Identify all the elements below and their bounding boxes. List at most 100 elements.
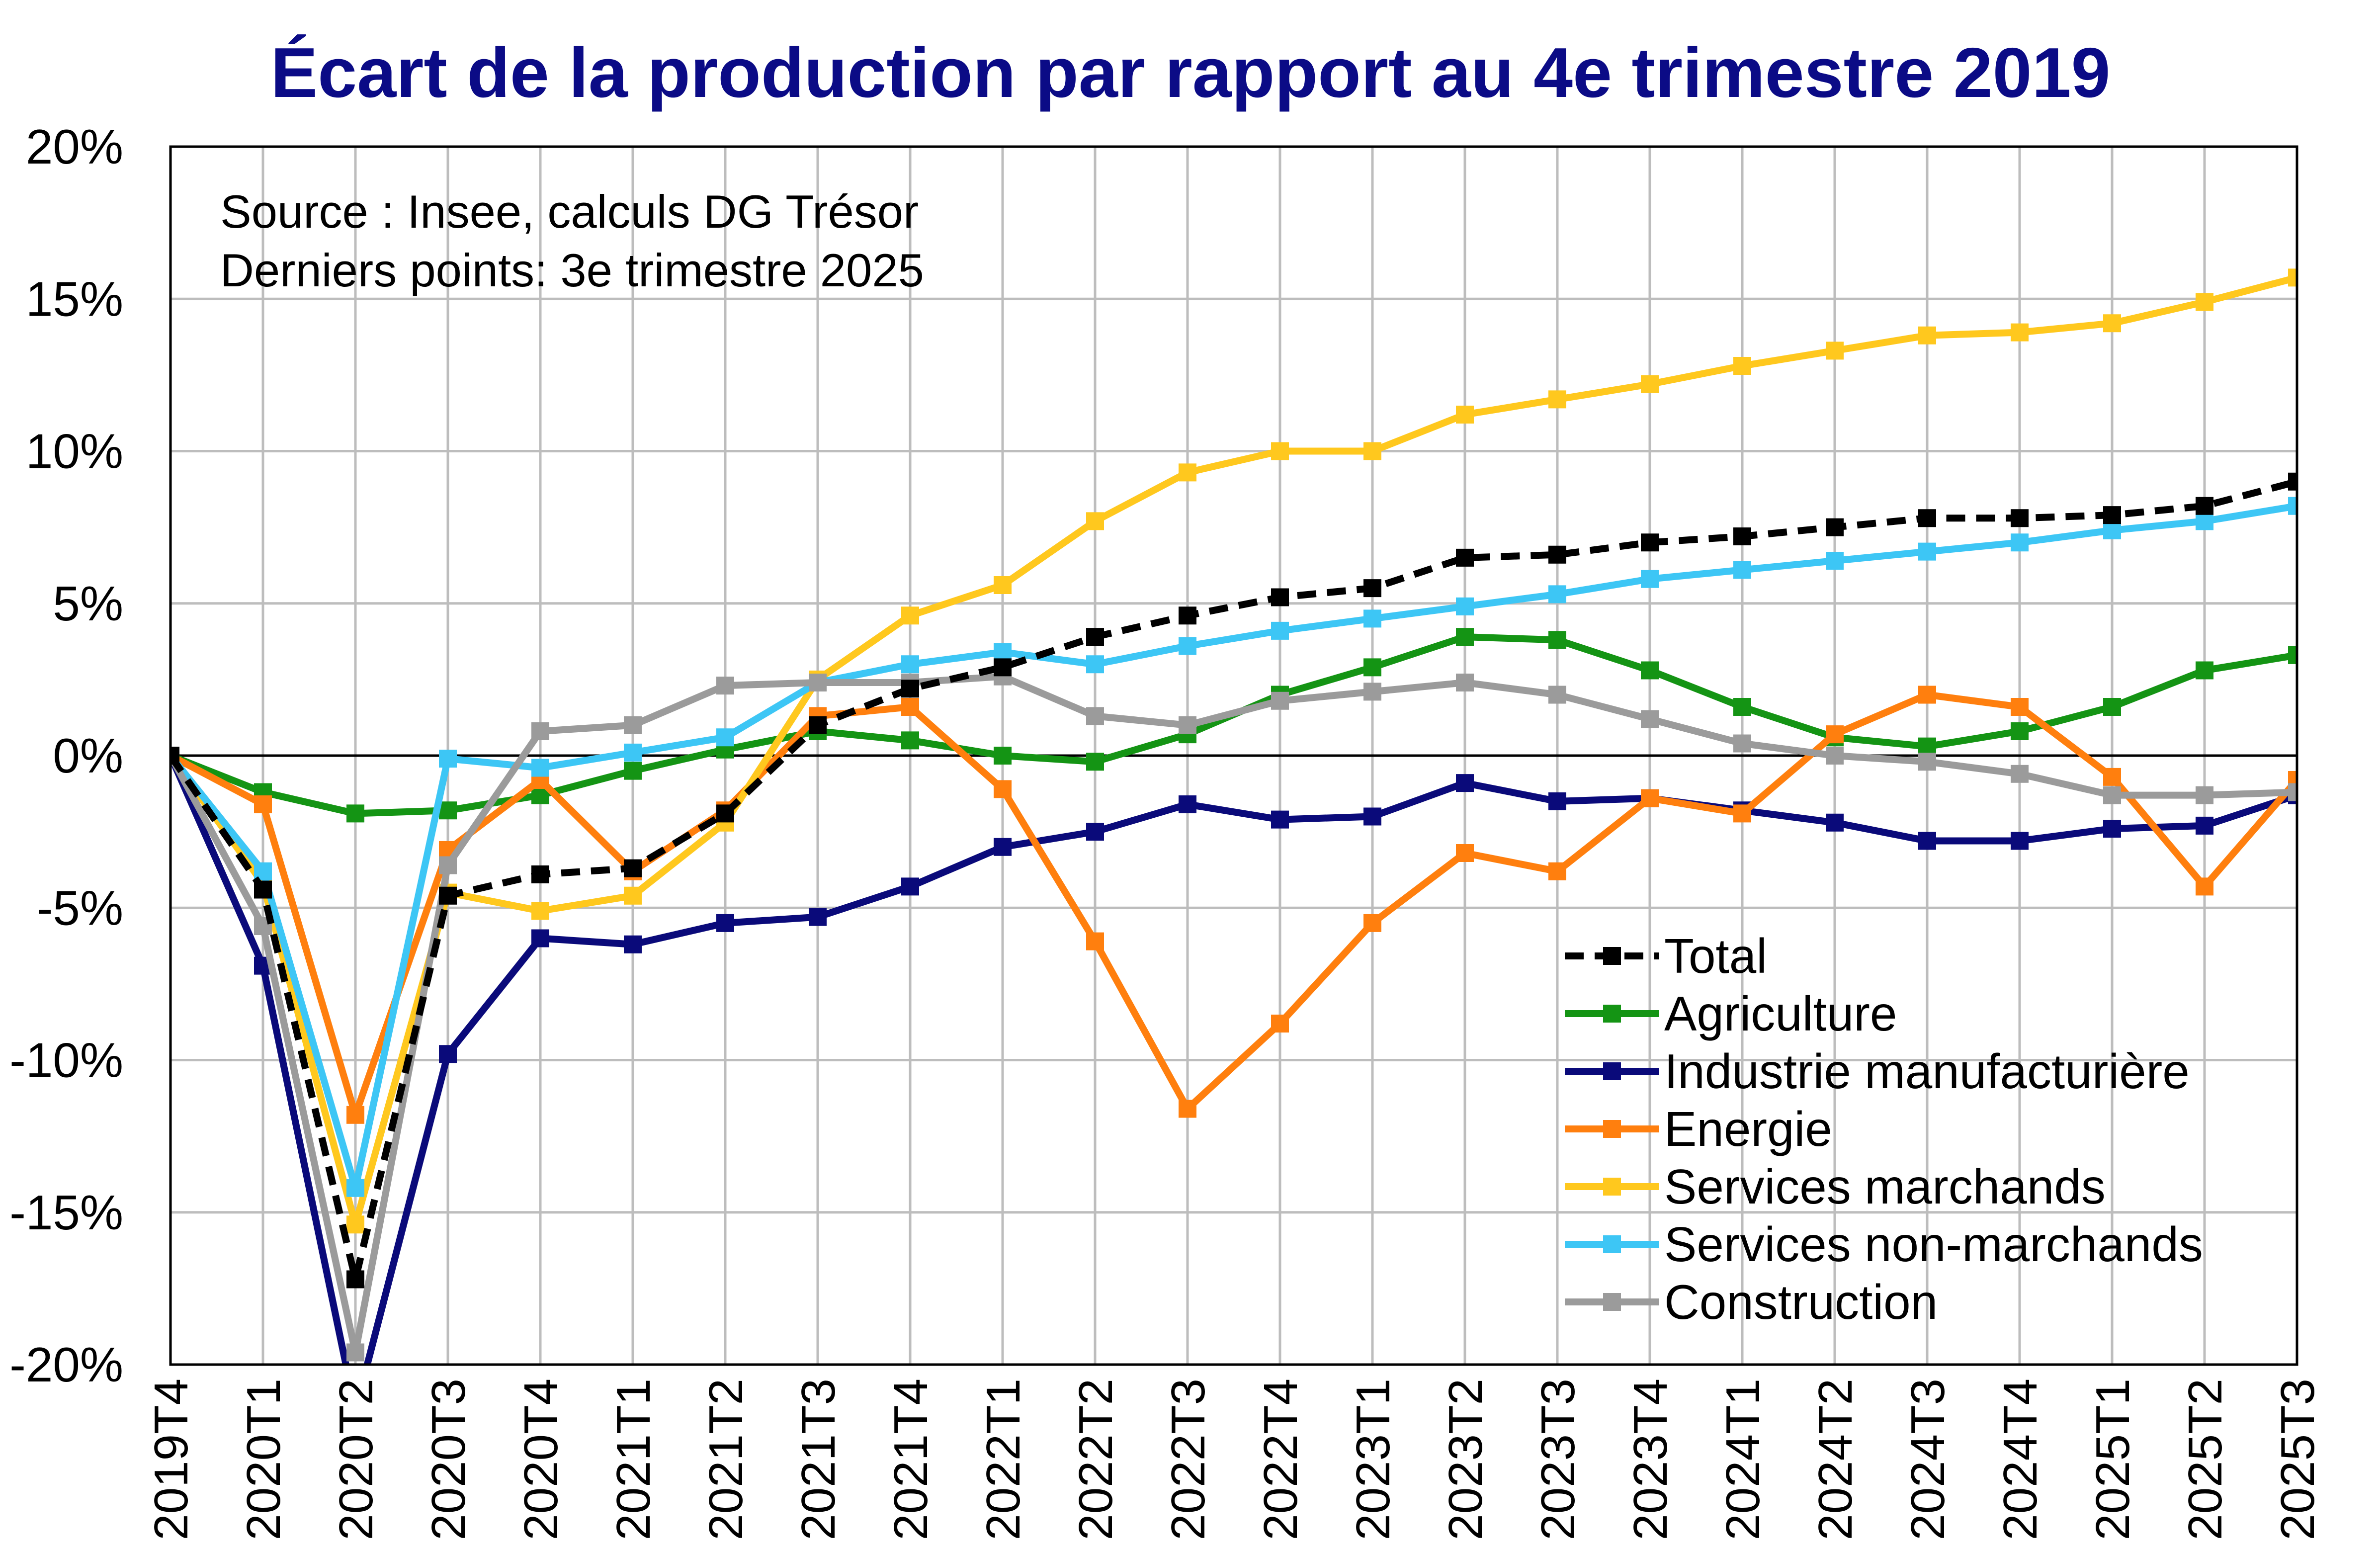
data-point: [346, 804, 364, 823]
data-point: [1641, 710, 1659, 728]
data-point: [531, 902, 549, 920]
data-point: [1918, 509, 1936, 527]
data-point: [716, 914, 734, 932]
y-tick-label: -20%: [9, 1337, 123, 1392]
y-tick-label: -5%: [37, 880, 123, 935]
data-point: [1548, 686, 1566, 704]
data-point: [439, 856, 457, 874]
series-line: [170, 673, 2297, 1356]
data-point: [531, 759, 549, 777]
source-note: Source : Insee, calculs DG Trésor: [220, 185, 919, 238]
y-tick-label: 10%: [26, 424, 123, 479]
data-point: [2196, 512, 2213, 530]
data-point: [1733, 734, 1751, 753]
data-point: [1548, 390, 1566, 409]
legend-swatch-marker: [1603, 1062, 1621, 1080]
data-point: [1826, 813, 1844, 832]
data-point: [1826, 552, 1844, 570]
data-point: [1456, 774, 1474, 792]
data-point: [1826, 518, 1844, 536]
data-point: [1733, 698, 1751, 716]
x-tick-label: 2021T1: [607, 1378, 660, 1541]
data-point: [994, 576, 1012, 594]
data-point: [994, 838, 1012, 856]
legend-item: Energie: [1565, 1102, 1832, 1156]
data-point: [346, 1179, 364, 1197]
data-point: [1641, 570, 1659, 588]
data-point: [254, 795, 272, 813]
data-point: [1733, 527, 1751, 545]
data-point: [1641, 661, 1659, 680]
x-tick-label: 2025T1: [2086, 1378, 2139, 1541]
legend-item: Total: [1565, 929, 1767, 983]
data-point: [1733, 357, 1751, 375]
legend-swatch-marker: [1603, 947, 1621, 965]
data-point: [439, 886, 457, 905]
data-point: [2288, 783, 2297, 801]
x-tick-label: 2021T3: [792, 1378, 845, 1541]
x-tick-label: 2022T1: [977, 1378, 1030, 1541]
data-point: [624, 743, 642, 762]
data-point: [624, 762, 642, 780]
series-services-non-marchands: [170, 497, 2297, 1197]
data-point: [1086, 707, 1104, 725]
data-point: [994, 780, 1012, 798]
data-point: [1641, 533, 1659, 552]
data-point: [994, 643, 1012, 661]
data-point: [2011, 698, 2029, 716]
data-point: [1179, 463, 1196, 482]
data-point: [1456, 844, 1474, 862]
x-tick-label: 2021T4: [884, 1378, 937, 1541]
data-point: [716, 728, 734, 747]
data-point: [2103, 786, 2121, 804]
data-point: [1641, 789, 1659, 807]
data-point: [2196, 877, 2213, 896]
data-point: [1179, 606, 1196, 625]
data-point: [1918, 542, 1936, 561]
data-point: [1363, 579, 1381, 598]
y-tick-label: 20%: [26, 119, 123, 174]
data-point: [2103, 768, 2121, 786]
legend-swatch-marker: [1603, 1005, 1621, 1023]
x-tick-label: 2024T4: [1994, 1378, 2047, 1541]
data-point: [716, 677, 734, 695]
data-point: [2011, 832, 2029, 850]
x-tick-label: 2025T2: [2179, 1378, 2232, 1541]
data-point: [2011, 533, 2029, 552]
data-point: [1918, 832, 1936, 850]
x-tick-label: 2022T2: [1069, 1378, 1122, 1541]
legend-label: Construction: [1664, 1275, 1938, 1329]
legend-item: Industrie manufacturière: [1565, 1044, 2190, 1099]
data-point: [1456, 674, 1474, 691]
data-point: [439, 750, 457, 768]
data-point: [531, 865, 549, 883]
x-tick-label: 2023T3: [1531, 1378, 1585, 1541]
data-point: [1456, 548, 1474, 567]
data-point: [1733, 804, 1751, 823]
data-point: [1271, 691, 1289, 710]
x-tick-label: 2020T3: [422, 1378, 475, 1541]
data-point: [1363, 609, 1381, 628]
data-point: [901, 655, 919, 674]
data-point: [1179, 1100, 1196, 1118]
x-tick-label: 2020T2: [330, 1378, 383, 1541]
data-point: [2288, 472, 2297, 491]
data-point: [1548, 585, 1566, 603]
data-point: [346, 1343, 364, 1362]
data-point: [901, 698, 919, 716]
data-point: [346, 1270, 364, 1289]
data-point: [624, 716, 642, 734]
y-tick-label: 5%: [53, 576, 123, 631]
data-point: [1271, 442, 1289, 460]
data-point: [1363, 658, 1381, 677]
data-point: [2103, 698, 2121, 716]
data-point: [1826, 747, 1844, 765]
legend-label: Services marchands: [1664, 1159, 2106, 1214]
legend-item: Agriculture: [1565, 986, 1897, 1041]
legend-label: Energie: [1664, 1102, 1832, 1156]
x-tick-label: 2019T4: [145, 1378, 198, 1541]
x-tick-label: 2023T4: [1624, 1378, 1677, 1541]
legend-label: Industrie manufacturière: [1664, 1044, 2190, 1099]
data-point: [809, 674, 827, 691]
